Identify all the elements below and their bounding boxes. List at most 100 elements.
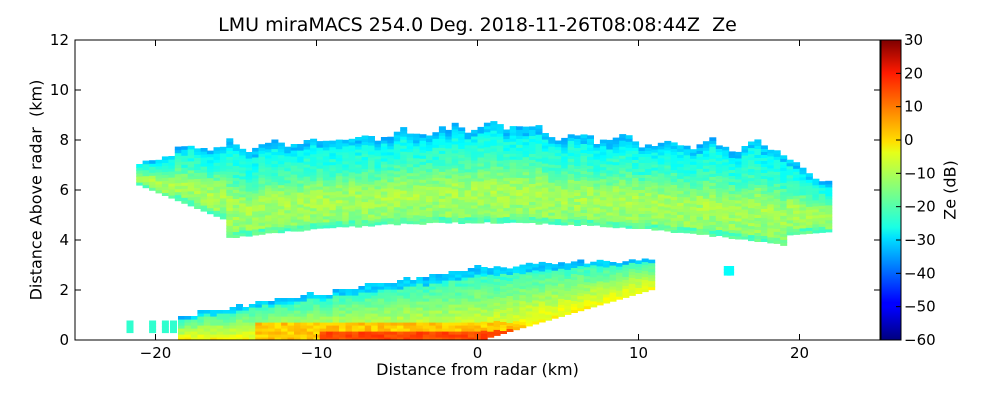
ze-cell-cloud xyxy=(793,162,801,166)
ze-cell-cloud xyxy=(812,190,820,195)
ze-cell-precip xyxy=(332,295,340,299)
ze-cell-precip xyxy=(474,268,482,272)
ze-cell-cloud xyxy=(432,168,440,172)
ze-cell-cloud xyxy=(335,211,343,216)
ze-cell-cloud xyxy=(219,176,227,181)
ze-cell-cloud xyxy=(696,195,704,199)
ze-cell-precip xyxy=(467,331,475,335)
ze-cell-cloud xyxy=(245,182,253,186)
ze-cell-precip xyxy=(364,307,372,311)
ze-cell-precip xyxy=(525,277,533,282)
ze-cell-precip xyxy=(461,286,469,290)
ze-cell-precip xyxy=(384,322,392,326)
ze-cell-precip xyxy=(538,276,546,281)
ze-cell-precip xyxy=(603,269,611,274)
ze-cell-cloud xyxy=(232,147,240,151)
ze-cell-cloud xyxy=(471,192,479,197)
ze-cell-cloud xyxy=(664,218,672,223)
ze-cell-cloud xyxy=(374,173,382,178)
ze-cell-precip xyxy=(577,259,585,264)
colorbar xyxy=(880,39,902,341)
ze-cell-cloud xyxy=(265,181,272,186)
ze-cell-cloud xyxy=(258,171,266,175)
ze-cell-cloud xyxy=(496,202,504,206)
ze-cell-cloud xyxy=(696,231,704,235)
ze-cell-cloud xyxy=(767,164,775,169)
ze-cell-cloud xyxy=(702,174,710,178)
ze-cell-precip xyxy=(210,337,218,340)
ze-cell-cloud xyxy=(194,169,202,173)
ze-cell-cloud xyxy=(496,181,504,185)
ze-cell-cloud xyxy=(252,213,260,218)
ze-cell-cloud xyxy=(670,205,678,209)
ze-cell-cloud xyxy=(458,199,466,203)
ze-cell-precip xyxy=(332,298,340,302)
ze-cell-cloud xyxy=(638,213,646,217)
ze-cell-precip xyxy=(583,290,591,295)
ze-cell-cloud xyxy=(284,158,292,163)
ze-cell-cloud xyxy=(451,128,459,133)
ze-cell-precip xyxy=(184,331,192,335)
ze-cell-precip xyxy=(339,289,346,293)
ze-cell-cloud xyxy=(361,222,369,227)
ze-cell-cloud xyxy=(825,192,833,197)
ze-cell-cloud xyxy=(587,195,594,199)
ze-cell-cloud xyxy=(232,198,240,202)
ze-cell-precip xyxy=(281,334,289,338)
ze-cell-cloud xyxy=(760,172,768,176)
ze-cell-cloud xyxy=(599,145,607,150)
ze-cell-cloud xyxy=(136,179,144,183)
ze-cell-cloud xyxy=(335,172,343,177)
ze-cell-cloud xyxy=(265,211,272,216)
ze-cell-cloud xyxy=(368,208,375,212)
ze-cell-cloud xyxy=(303,212,311,216)
ze-cell-cloud xyxy=(464,192,472,197)
ze-cell-cloud xyxy=(181,155,189,159)
ze-cell-cloud xyxy=(696,219,704,223)
ze-cell-cloud xyxy=(136,167,144,171)
ze-cell-precip xyxy=(532,299,540,304)
ze-cell-cloud xyxy=(303,194,311,198)
ze-cell-cloud xyxy=(587,216,594,220)
ze-cell-precip xyxy=(236,307,243,311)
ze-cell-precip xyxy=(203,325,211,329)
ze-cell-cloud xyxy=(644,222,652,226)
ze-cell-cloud xyxy=(670,196,678,200)
ze-cell-precip xyxy=(461,313,469,317)
ze-cell-cloud xyxy=(574,180,582,184)
ze-cell-cloud xyxy=(239,217,247,222)
ze-cell-precip xyxy=(429,295,437,299)
ze-cell-cloud xyxy=(664,194,672,199)
ze-cell-cloud xyxy=(606,160,614,165)
ze-cell-precip xyxy=(190,319,198,323)
ze-cell-precip xyxy=(422,295,430,299)
ze-cell-precip xyxy=(403,292,411,296)
ze-cell-cloud xyxy=(767,212,775,217)
ze-cell-precip xyxy=(506,316,514,320)
ze-cell-cloud xyxy=(780,215,788,219)
ze-cell-cloud xyxy=(290,222,298,226)
ze-cell-precip xyxy=(345,316,353,320)
ze-cell-cloud xyxy=(541,139,549,143)
ze-cell-precip xyxy=(448,283,456,287)
ze-cell-cloud xyxy=(451,143,459,148)
ze-cell-precip xyxy=(364,319,372,323)
ze-cell-cloud xyxy=(342,217,350,222)
ze-cell-cloud xyxy=(284,200,292,205)
ze-cell-cloud xyxy=(606,184,614,189)
ze-cell-cloud xyxy=(619,221,627,225)
ze-cell-cloud xyxy=(265,154,272,159)
ze-cell-cloud xyxy=(580,215,588,219)
ze-cell-cloud xyxy=(194,148,202,152)
ze-cell-cloud xyxy=(290,207,298,211)
ze-cell-cloud xyxy=(496,145,504,149)
ze-cell-cloud xyxy=(503,174,511,179)
ze-cell-precip xyxy=(487,331,495,335)
ze-cell-cloud xyxy=(258,180,266,184)
ze-cell-cloud xyxy=(226,162,234,166)
ze-cell-cloud xyxy=(168,180,176,184)
ze-cell-cloud xyxy=(271,208,279,213)
ze-cell-cloud xyxy=(529,198,536,202)
ze-cell-cloud xyxy=(438,165,446,169)
ze-cell-cloud xyxy=(535,212,543,216)
